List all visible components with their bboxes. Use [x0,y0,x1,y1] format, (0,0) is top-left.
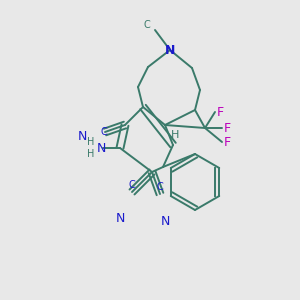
Text: H: H [171,130,179,140]
Text: N: N [78,130,87,143]
Text: N: N [160,215,170,228]
Text: C: C [144,20,150,30]
Text: N: N [96,142,106,154]
Text: C: C [129,180,135,190]
Text: H: H [87,149,95,159]
Text: F: F [217,106,224,118]
Text: F: F [224,122,231,134]
Text: F: F [224,136,231,148]
Text: C: C [100,127,107,137]
Text: H: H [87,137,95,147]
Text: N: N [115,212,125,225]
Text: N: N [165,44,175,56]
Text: C: C [157,182,164,192]
